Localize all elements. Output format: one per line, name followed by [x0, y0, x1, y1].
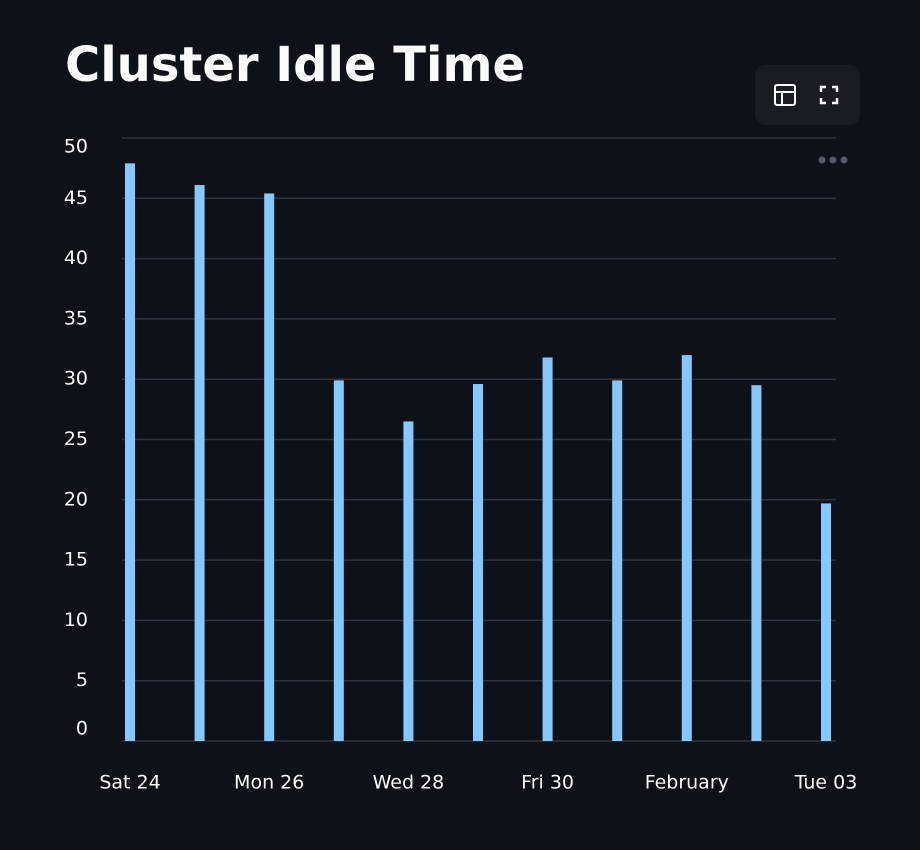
bar: [751, 385, 762, 741]
y-tick-label: 5: [76, 669, 88, 691]
chart-title: Cluster Idle Time: [65, 37, 525, 93]
more-menu[interactable]: [818, 156, 848, 164]
y-tick-label: 0: [76, 718, 88, 740]
bar: [403, 421, 414, 741]
x-tick-label: February: [645, 772, 729, 794]
y-tick-label: 50: [64, 136, 88, 158]
y-tick-label: 40: [64, 247, 88, 269]
bar: [125, 163, 135, 742]
bar: [333, 380, 344, 741]
bar: [264, 193, 275, 741]
x-tick-label: Mon 26: [234, 772, 304, 794]
y-tick-label: 10: [64, 609, 88, 631]
y-tick-label: 45: [64, 187, 88, 209]
bar: [194, 185, 205, 741]
bar: [542, 357, 553, 741]
toolbar: [755, 65, 860, 125]
y-tick-label: 25: [64, 428, 88, 450]
y-tick-label: 30: [64, 368, 88, 390]
y-tick-label: 35: [64, 307, 88, 329]
table-icon[interactable]: [774, 84, 796, 106]
x-tick-label: Tue 03: [794, 772, 858, 794]
y-tick-label: 15: [64, 549, 88, 571]
bar: [821, 503, 831, 741]
bar: [612, 380, 623, 741]
fullscreen-icon[interactable]: [819, 85, 839, 105]
bar: [473, 384, 483, 741]
bar: [681, 355, 692, 741]
x-tick-label: Wed 28: [373, 772, 445, 794]
x-tick-label: Fri 30: [521, 772, 574, 794]
toolbar-bg: [755, 65, 860, 125]
x-tick-label: Sat 24: [99, 772, 160, 794]
y-tick-label: 20: [64, 488, 88, 510]
